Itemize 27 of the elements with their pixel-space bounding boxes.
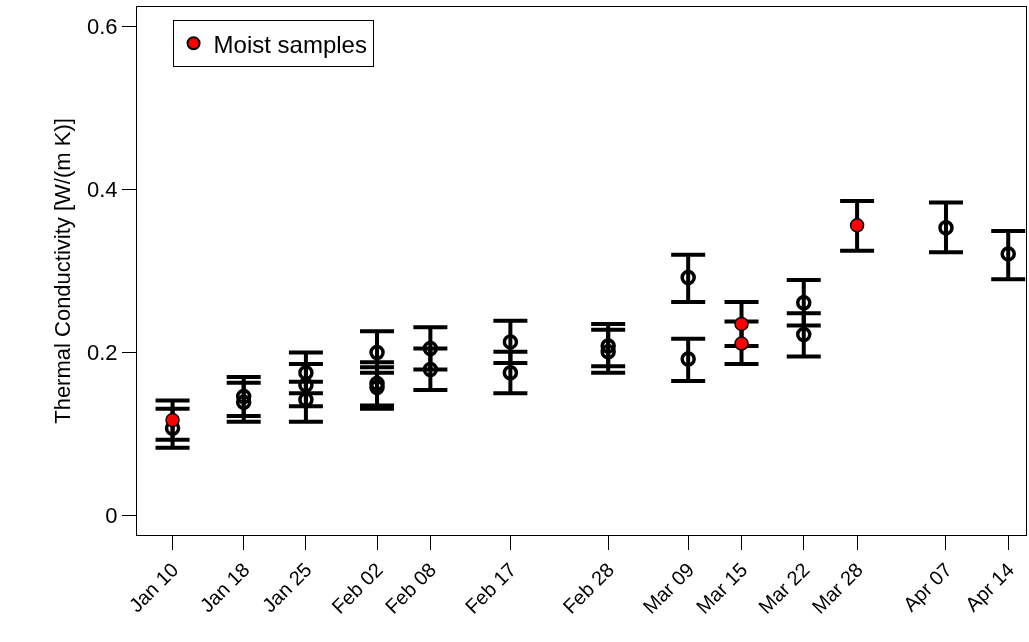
point xyxy=(1000,246,1016,262)
point xyxy=(849,218,865,233)
y-tick-label: 0.6 xyxy=(87,14,118,40)
point xyxy=(235,388,252,405)
point xyxy=(298,377,314,393)
x-tick-label: Jan 10 xyxy=(124,558,183,617)
y-axis-title: Thermal Conductivity [W/(m K)] xyxy=(49,118,75,424)
point xyxy=(369,344,385,361)
x-tick-label: Apr 14 xyxy=(960,558,1019,616)
point xyxy=(298,365,314,381)
y-tick-label: 0.2 xyxy=(87,340,118,366)
y-tick-label: 0.4 xyxy=(87,177,118,203)
point xyxy=(796,326,812,343)
x-tick-label: Feb 28 xyxy=(558,558,619,618)
y-tick-label: 0 xyxy=(105,503,118,529)
point xyxy=(235,394,252,410)
point xyxy=(796,295,812,311)
point xyxy=(369,379,385,396)
legend-label: Moist samples xyxy=(213,30,367,58)
x-tick-label: Feb 17 xyxy=(460,558,521,618)
point xyxy=(369,375,385,392)
point xyxy=(938,220,954,236)
x-tick-label: Jan 25 xyxy=(257,558,316,617)
point xyxy=(422,340,439,357)
point xyxy=(422,361,439,378)
x-tick-label: Jan 18 xyxy=(195,558,254,617)
x-tick-label: Apr 07 xyxy=(898,558,956,616)
